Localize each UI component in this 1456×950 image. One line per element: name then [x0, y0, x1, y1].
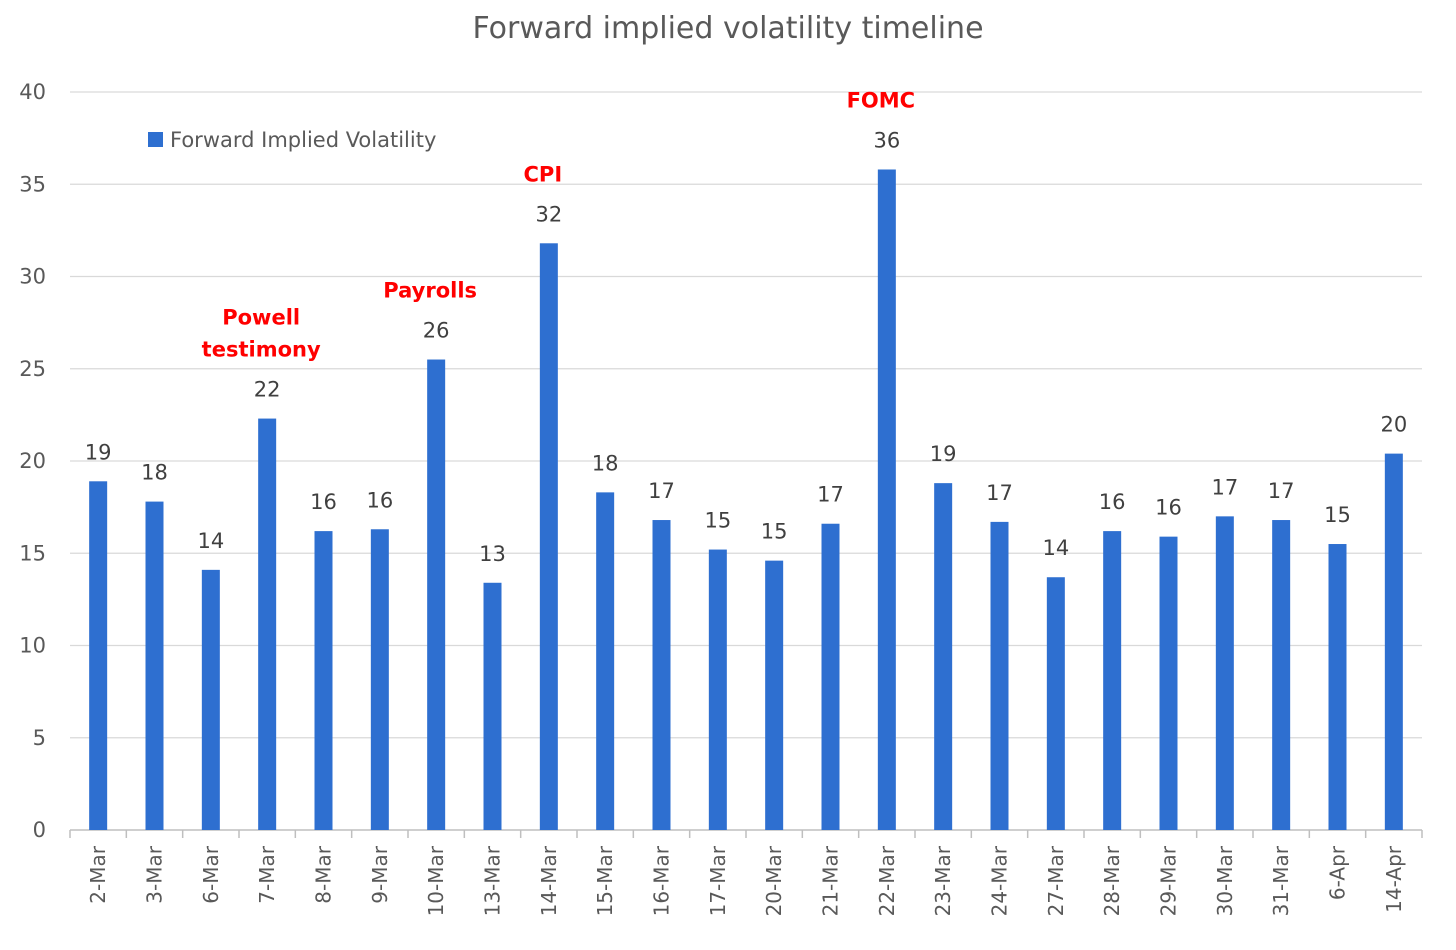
bar: [1215, 516, 1234, 830]
x-tick-label: 22-Mar: [875, 845, 899, 916]
x-axis: 2-Mar 3-Mar 6-Mar 7-Mar 8-Mar 9-Mar 10-Mar 13-M…: [69, 830, 1423, 916]
y-tick-label: 20: [19, 449, 46, 473]
bar: [370, 529, 389, 830]
data-label: 36: [873, 128, 900, 152]
annotation-label: Payrolls: [383, 279, 477, 303]
legend-label: Forward Implied Volatility: [170, 128, 436, 152]
annotation-label: FOMC: [847, 88, 916, 112]
bar: [427, 359, 446, 830]
data-label: 17: [986, 481, 1013, 505]
bar: [258, 418, 277, 830]
bar: [765, 560, 784, 830]
x-tick-label: 6-Apr: [1326, 845, 1350, 900]
data-label: 18: [592, 451, 619, 475]
bar: [1046, 577, 1065, 830]
y-tick-label: 15: [19, 541, 46, 565]
y-tick-label: 5: [33, 726, 46, 750]
data-label: 15: [761, 520, 788, 544]
bar: [1159, 536, 1178, 830]
x-tick-label: 23-Mar: [931, 845, 955, 916]
x-tick-label: 31-Mar: [1269, 845, 1293, 916]
x-tick-label: 28-Mar: [1100, 845, 1124, 916]
data-label: 16: [310, 490, 337, 514]
bar: [539, 243, 558, 831]
data-label: 19: [930, 442, 957, 466]
x-tick-label: 14-Mar: [537, 845, 561, 916]
data-label: 19: [85, 440, 112, 464]
y-tick-label: 0: [33, 818, 46, 842]
data-label: 32: [535, 202, 562, 226]
bar: [990, 521, 1009, 830]
annotation-label: Powell: [222, 306, 300, 330]
x-tick-label: 20-Mar: [762, 845, 786, 916]
x-tick-label: 21-Mar: [819, 845, 843, 916]
data-label: 14: [1042, 536, 1069, 560]
legend: Forward Implied Volatility: [148, 128, 436, 152]
y-tick-label: 40: [19, 80, 46, 104]
x-tick-label: 24-Mar: [988, 845, 1012, 916]
legend-swatch: [148, 132, 163, 147]
x-tick-label: 8-Mar: [312, 845, 336, 903]
x-tick-label: 2-Mar: [86, 845, 110, 903]
bar: [89, 481, 108, 830]
data-label: 15: [704, 509, 731, 533]
bar: [596, 492, 615, 830]
x-tick-label: 3-Mar: [143, 845, 167, 903]
x-tick-label: 10-Mar: [424, 845, 448, 916]
bar: [934, 483, 953, 830]
bar: [1103, 531, 1122, 830]
bar: [877, 169, 896, 831]
event-annotations: Powell testimony Payrolls CPI FOMC: [202, 88, 915, 361]
data-label: 14: [197, 529, 224, 553]
bar: [821, 523, 840, 830]
bar: [145, 501, 164, 830]
data-labels: 19 18 14 22 16 16 26 13 32 18 17 15 15 17 36 19 17 14 16 16…: [85, 128, 1407, 565]
bar: [201, 569, 220, 830]
gridlines: [70, 91, 1422, 831]
x-tick-label: 17-Mar: [706, 845, 730, 916]
data-label: 17: [1211, 475, 1238, 499]
data-label: 17: [817, 483, 844, 507]
data-label: 22: [254, 378, 281, 402]
bar: [708, 549, 727, 830]
x-tick-label: 16-Mar: [650, 845, 674, 916]
x-tick-label: 15-Mar: [593, 845, 617, 916]
x-tick-label: 14-Apr: [1382, 845, 1406, 913]
y-tick-label: 10: [19, 634, 46, 658]
data-label: 13: [479, 542, 506, 566]
y-tick-label: 25: [19, 357, 46, 381]
bar: [483, 582, 502, 830]
annotation-label: testimony: [202, 338, 321, 362]
x-tick-label: 13-Mar: [481, 845, 505, 916]
bar: [1384, 453, 1403, 830]
chart-title: Forward implied volatility timeline: [472, 11, 983, 46]
data-label: 17: [648, 479, 675, 503]
bar: [314, 531, 333, 830]
bar: [1272, 520, 1291, 830]
data-label: 18: [141, 461, 168, 485]
bar: [1328, 544, 1347, 830]
x-tick-label: 7-Mar: [255, 845, 279, 903]
x-tick-label: 30-Mar: [1213, 845, 1237, 916]
x-tick-label: 6-Mar: [199, 845, 223, 903]
bar: [652, 520, 671, 830]
data-label: 15: [1324, 503, 1351, 527]
data-label: 16: [1155, 496, 1182, 520]
data-label: 16: [366, 488, 393, 512]
data-label: 16: [1099, 490, 1126, 514]
y-tick-label: 30: [19, 265, 46, 289]
data-label: 26: [423, 319, 450, 343]
x-tick-label: 27-Mar: [1044, 845, 1068, 916]
data-label: 20: [1380, 413, 1407, 437]
bars: [89, 169, 1403, 831]
annotation-label: CPI: [524, 162, 563, 186]
y-tick-label: 35: [19, 172, 46, 196]
data-label: 17: [1268, 479, 1295, 503]
x-tick-label: 9-Mar: [368, 845, 392, 903]
y-axis: 0 5 10 15 20 25 30 35 40: [19, 80, 46, 842]
x-tick-label: 29-Mar: [1157, 845, 1181, 916]
